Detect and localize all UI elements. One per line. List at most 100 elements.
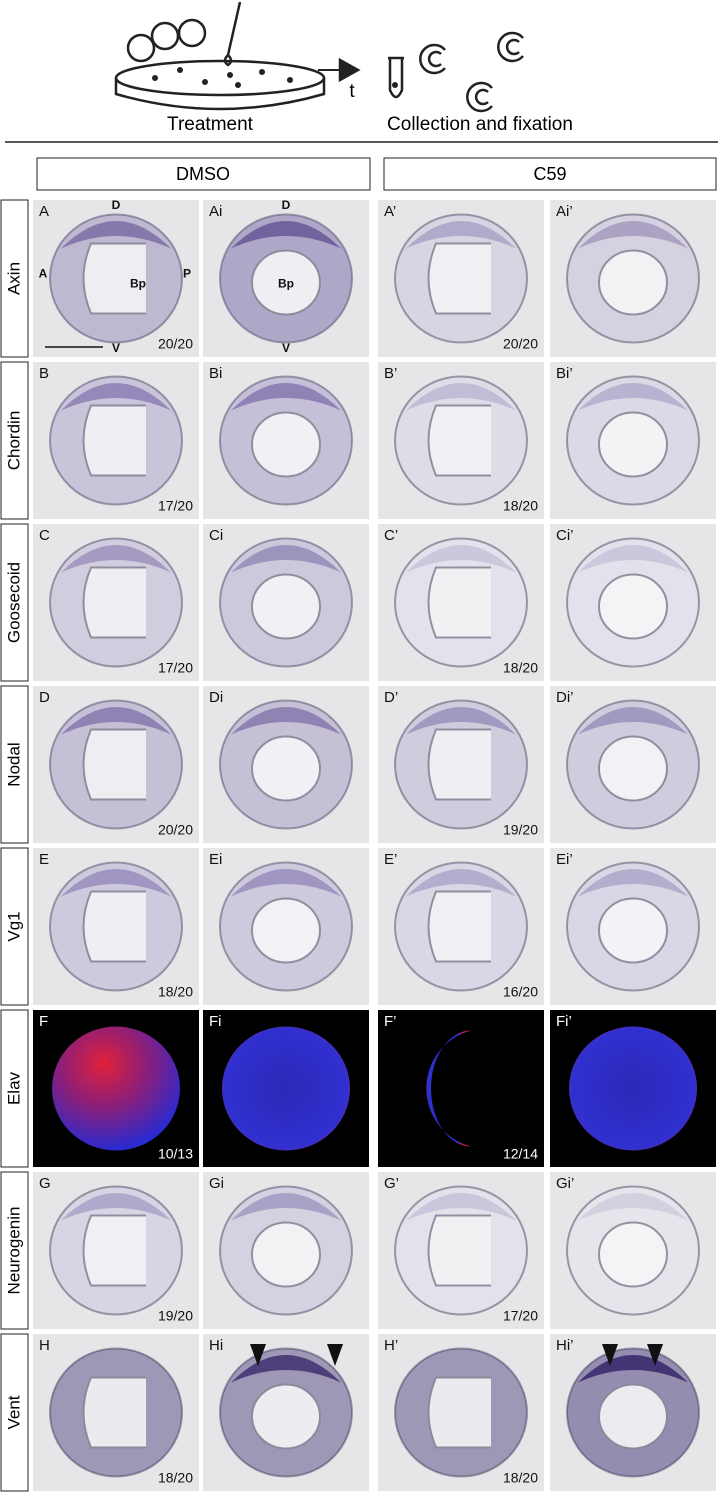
panel: G’ 17/20 bbox=[378, 1172, 544, 1329]
orientation-label: Bp bbox=[130, 277, 146, 291]
blastopore bbox=[251, 1383, 321, 1450]
blastopore bbox=[598, 573, 668, 640]
panel: A’ 20/20 bbox=[378, 200, 544, 357]
ratio-label: 18/20 bbox=[503, 1470, 538, 1486]
gene-label: Goosecoid bbox=[4, 562, 23, 643]
ratio-label: 20/20 bbox=[158, 336, 193, 352]
ratio-label: 17/20 bbox=[503, 1308, 538, 1324]
dorsal-stain bbox=[406, 545, 516, 573]
dorsal-stain bbox=[406, 221, 516, 249]
gene-label: Vg1 bbox=[4, 911, 23, 941]
panel-label: Di’ bbox=[556, 689, 574, 706]
panel-label: E’ bbox=[384, 851, 397, 868]
dorsal-stain bbox=[61, 383, 171, 411]
dorsal-stain bbox=[61, 1193, 171, 1221]
panel: Fi bbox=[203, 1010, 369, 1167]
panel: Ci’ bbox=[550, 524, 716, 681]
dorsal-stain bbox=[406, 707, 516, 735]
ratio-label: 18/20 bbox=[503, 498, 538, 514]
dorsal-stain bbox=[406, 383, 516, 411]
ratio-label: 19/20 bbox=[158, 1308, 193, 1324]
treatment-label: Treatment bbox=[167, 114, 254, 135]
panel-label: Gi bbox=[209, 1175, 224, 1192]
panel-label: C’ bbox=[384, 527, 398, 544]
panel-label: D bbox=[39, 689, 50, 706]
panel-label: Ai’ bbox=[556, 203, 573, 220]
panel-label: Hi bbox=[209, 1337, 223, 1354]
blastopore bbox=[427, 890, 491, 963]
dorsal-stain bbox=[578, 869, 688, 897]
dorsal-stain bbox=[406, 869, 516, 897]
gene-label: Axin bbox=[4, 262, 23, 295]
condition-label: C59 bbox=[533, 164, 566, 184]
dorsal-stain bbox=[578, 707, 688, 735]
dorsal-stain bbox=[231, 869, 341, 897]
dorsal-stain bbox=[231, 545, 341, 573]
ratio-label: 18/20 bbox=[503, 660, 538, 676]
ratio-label: 18/20 bbox=[158, 984, 193, 1000]
gene-label: Chordin bbox=[4, 411, 23, 471]
dorsal-stain bbox=[231, 221, 341, 249]
panel: Hi bbox=[203, 1334, 369, 1491]
panel: Gi bbox=[203, 1172, 369, 1329]
row-label-box bbox=[0, 1009, 29, 1168]
arrowhead bbox=[602, 1344, 618, 1366]
panel-label: H’ bbox=[384, 1337, 398, 1354]
gene-label: Neurogenin bbox=[4, 1207, 23, 1295]
condition-box bbox=[383, 157, 717, 191]
panel-label: F bbox=[39, 1013, 48, 1030]
panel-label: Di bbox=[209, 689, 223, 706]
panel-label: B bbox=[39, 365, 49, 382]
blastopore bbox=[427, 566, 491, 639]
ratio-label: 10/13 bbox=[158, 1146, 193, 1162]
ratio-label: 20/20 bbox=[158, 822, 193, 838]
dorsal-stain bbox=[61, 221, 171, 249]
dorsal-stain bbox=[578, 221, 688, 249]
arrowhead bbox=[647, 1344, 663, 1366]
gene-label: Elav bbox=[4, 1071, 23, 1105]
panel-label: B’ bbox=[384, 365, 397, 382]
dorsal-stain bbox=[61, 545, 171, 573]
panel: D’ 19/20 bbox=[378, 686, 544, 843]
panel: H’ 18/20 bbox=[378, 1334, 544, 1491]
panel-label: Fi’ bbox=[556, 1013, 572, 1030]
orientation-label: D bbox=[282, 198, 291, 212]
blastopore bbox=[251, 735, 321, 802]
panel-label: Ei’ bbox=[556, 851, 573, 868]
panel-label: A’ bbox=[384, 203, 396, 220]
collection-label: Collection and fixation bbox=[387, 114, 573, 135]
row-label-box bbox=[0, 1333, 29, 1492]
panel-label: A bbox=[39, 203, 49, 220]
dorsal-stain bbox=[578, 545, 688, 573]
panel-image bbox=[378, 1010, 544, 1167]
blastopore bbox=[598, 1383, 668, 1450]
time-label: t bbox=[349, 81, 355, 102]
panel-label: Ci’ bbox=[556, 527, 574, 544]
row-label-box bbox=[0, 685, 29, 844]
panel: Ei bbox=[203, 848, 369, 1005]
panel-label: Hi’ bbox=[556, 1337, 574, 1354]
panel: E 18/20 bbox=[33, 848, 199, 1005]
row-label-box bbox=[0, 1171, 29, 1330]
panel-label: Ai bbox=[209, 203, 222, 220]
panel: A 20/20 D A P Bp V bbox=[33, 198, 199, 357]
orientation-label: P bbox=[183, 267, 191, 281]
panel: Bi’ bbox=[550, 362, 716, 519]
blastopore bbox=[427, 1214, 491, 1287]
ratio-label: 17/20 bbox=[158, 660, 193, 676]
panel: Di bbox=[203, 686, 369, 843]
panel-label: Fi bbox=[209, 1013, 222, 1030]
ratio-label: 19/20 bbox=[503, 822, 538, 838]
dorsal-stain bbox=[231, 383, 341, 411]
blastopore bbox=[251, 897, 321, 964]
blastopore bbox=[82, 566, 146, 639]
blastopore bbox=[251, 249, 321, 316]
panel: Di’ bbox=[550, 686, 716, 843]
ratio-label: 16/20 bbox=[503, 984, 538, 1000]
panel-label: Bi bbox=[209, 365, 222, 382]
panel: F’ 12/14 bbox=[378, 1010, 544, 1167]
embryo bbox=[222, 1026, 350, 1151]
panel: B’ 18/20 bbox=[378, 362, 544, 519]
blastopore bbox=[82, 404, 146, 477]
panel: Ai D Bp V bbox=[203, 198, 369, 357]
